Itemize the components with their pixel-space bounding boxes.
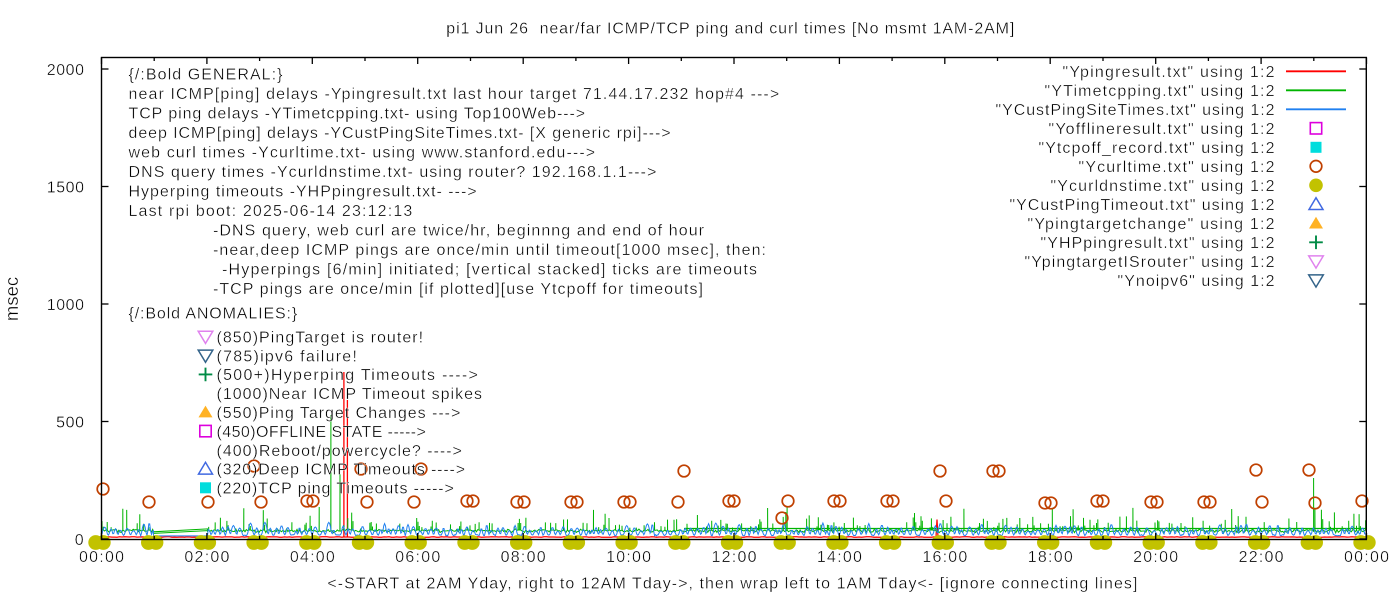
svg-text:"YCustPingTimeout.txt" using 1: "YCustPingTimeout.txt" using 1:2 [1010,197,1275,214]
svg-text:0: 0 [75,532,84,549]
svg-text:(320)Deep ICMP Timeouts ---->: (320)Deep ICMP Timeouts ----> [217,462,466,479]
svg-text:pi1 Jun 26 near/far ICMP/TCP: pi1 Jun 26 near/far ICMP/TCP ping and cu… [446,21,1014,38]
svg-text:-near,deep ICMP pings are once: -near,deep ICMP pings are once/min until… [213,242,766,259]
svg-text:"Ypingresult.txt" using 1:2: "Ypingresult.txt" using 1:2 [1063,64,1275,81]
svg-text:(1000)Near ICMP Timeout spikes: (1000)Near ICMP Timeout spikes [217,386,483,403]
svg-text:TCP ping delays -YTimetcpping.: TCP ping delays -YTimetcpping.txt- using… [129,106,586,123]
svg-text:"YTimetcpping.txt" using 1:2: "YTimetcpping.txt" using 1:2 [1045,83,1275,100]
svg-text:(850)PingTarget is router!: (850)PingTarget is router! [217,329,424,346]
svg-text:-Hyperpings [6/min] initiated;: -Hyperpings [6/min] initiated; [vertical… [222,262,757,279]
svg-text:{/:Bold ANOMALIES:}: {/:Bold ANOMALIES:} [129,306,298,323]
svg-text:Last rpi boot: 2025-06-14 23:1: Last rpi boot: 2025-06-14 23:12:13 [129,203,413,220]
svg-text:1000: 1000 [47,297,84,314]
svg-text:<-START at 2AM Yday, right to: <-START at 2AM Yday, right to 12AM Tday-… [327,576,1137,593]
svg-text:msec: msec [1,277,22,321]
svg-text:"YHPpingresult.txt" using 1:2: "YHPpingresult.txt" using 1:2 [1041,235,1275,252]
svg-text:10:00: 10:00 [606,549,651,566]
svg-text:"YpingtargetISrouter" using 1:: "YpingtargetISrouter" using 1:2 [1025,254,1275,271]
svg-text:DNS query times -Ycurldnstime.: DNS query times -Ycurldnstime.txt- using… [129,164,657,181]
svg-text:22:00: 22:00 [1239,549,1284,566]
svg-text:(220)TCP ping Timeouts ----->: (220)TCP ping Timeouts -----> [217,481,454,498]
svg-text:00:00: 00:00 [79,549,124,566]
svg-text:(785)ipv6 failure!: (785)ipv6 failure! [217,348,357,365]
svg-text:18:00: 18:00 [1028,549,1073,566]
svg-text:14:00: 14:00 [817,549,862,566]
svg-text:16:00: 16:00 [922,549,967,566]
svg-text:"YCustPingSiteTimes.txt" using: "YCustPingSiteTimes.txt" using 1:2 [996,102,1275,119]
svg-text:"Ytcpoff_record.txt" using 1:2: "Ytcpoff_record.txt" using 1:2 [1039,140,1275,157]
svg-text:"Ynoipv6" using 1:2: "Ynoipv6" using 1:2 [1118,273,1275,290]
svg-text:{/:Bold GENERAL:}: {/:Bold GENERAL:} [129,67,284,84]
svg-text:(400)Reboot/powercycle? ---->: (400)Reboot/powercycle? ----> [217,443,462,460]
svg-text:"Ycurldnstime.txt" using 1:2: "Ycurldnstime.txt" using 1:2 [1051,178,1275,195]
svg-text:00:00: 00:00 [1344,549,1389,566]
svg-text:500: 500 [56,415,84,432]
svg-text:"Ycurltime.txt" using 1:2: "Ycurltime.txt" using 1:2 [1079,159,1275,176]
svg-text:(550)Ping Target Changes --->: (550)Ping Target Changes ---> [217,405,461,422]
svg-text:"Ypingtargetchange" using 1:2: "Ypingtargetchange" using 1:2 [1028,216,1275,233]
svg-text:-TCP pings are once/min [if pl: -TCP pings are once/min [if plotted][use… [213,281,703,298]
svg-text:20:00: 20:00 [1133,549,1178,566]
svg-text:(450)OFFLINE STATE ----->: (450)OFFLINE STATE -----> [217,424,426,441]
svg-text:06:00: 06:00 [395,549,440,566]
svg-text:04:00: 04:00 [290,549,335,566]
svg-text:"Yofflineresult.txt" using 1:2: "Yofflineresult.txt" using 1:2 [1049,121,1275,138]
svg-text:08:00: 08:00 [501,549,546,566]
svg-text:1500: 1500 [47,180,84,197]
svg-text:web curl times -Ycurltime.txt-: web curl times -Ycurltime.txt- using www… [128,145,596,162]
svg-text:2000: 2000 [47,62,84,79]
svg-text:(500+)Hyperping Timeouts ---->: (500+)Hyperping Timeouts ----> [217,367,478,384]
svg-text:Hyperping timeouts -YHPpingres: Hyperping timeouts -YHPpingresult.txt- -… [129,184,477,201]
svg-text:02:00: 02:00 [184,549,229,566]
svg-text:deep ICMP[ping] delays -YCustP: deep ICMP[ping] delays -YCustPingSiteTim… [129,125,671,142]
svg-text:near ICMP[ping] delays -Ypingr: near ICMP[ping] delays -Ypingresult.txt … [129,86,780,103]
svg-text:12:00: 12:00 [711,549,756,566]
svg-text:-DNS query, web curl are twice: -DNS query, web curl are twice/hr, begin… [213,223,705,240]
